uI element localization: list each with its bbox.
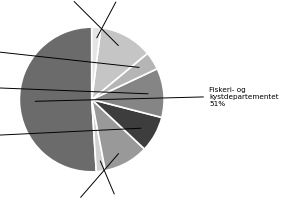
Text: Øvrigfinansiering
2%: Øvrigfinansiering 2% [91, 0, 153, 39]
Wedge shape [92, 54, 157, 100]
Wedge shape [92, 100, 162, 149]
Text: Fiskeri- og
kystdepartementet
51%: Fiskeri- og kystdepartementet 51% [35, 86, 279, 106]
Text: Forskningsrådet
10%: Forskningsrådet 10% [41, 154, 118, 200]
Text: Næringslivet
4%: Næringslivet 4% [0, 42, 139, 68]
Text: NO RAD/UD.
8%: NO RAD/UD. 8% [0, 129, 141, 144]
Wedge shape [92, 100, 144, 171]
Wedge shape [92, 29, 147, 100]
Wedge shape [92, 100, 105, 172]
Wedge shape [92, 28, 101, 100]
Text: Fangstinntekter
12%: Fangstinntekter 12% [35, 0, 118, 46]
Wedge shape [92, 69, 164, 118]
Wedge shape [20, 28, 96, 172]
Text: EU
2%: EU 2% [100, 161, 125, 200]
Text: Annen off.
11%: Annen off. 11% [0, 81, 148, 94]
